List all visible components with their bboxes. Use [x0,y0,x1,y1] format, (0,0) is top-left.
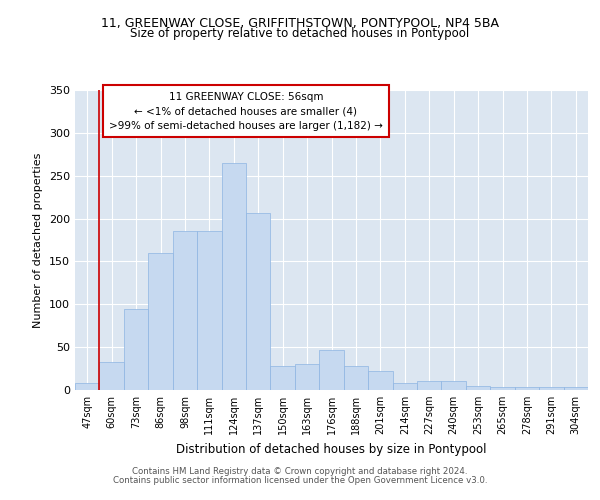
Bar [442,380,466,390]
Bar [246,212,271,390]
X-axis label: Distribution of detached houses by size in Pontypool: Distribution of detached houses by size … [176,442,487,456]
Bar [148,253,173,390]
Bar [392,383,417,390]
Bar [124,308,148,390]
Bar [100,362,124,390]
Text: 11, GREENWAY CLOSE, GRIFFITHSTOWN, PONTYPOOL, NP4 5BA: 11, GREENWAY CLOSE, GRIFFITHSTOWN, PONTY… [101,18,499,30]
Bar [75,383,100,390]
Bar [417,380,442,390]
Bar [490,386,515,390]
Bar [173,232,197,390]
Bar [221,163,246,390]
Y-axis label: Number of detached properties: Number of detached properties [34,152,43,328]
Text: Contains HM Land Registry data © Crown copyright and database right 2024.: Contains HM Land Registry data © Crown c… [132,467,468,476]
Bar [197,232,221,390]
Bar [563,386,588,390]
Bar [368,371,392,390]
Bar [344,366,368,390]
Bar [319,350,344,390]
Bar [271,366,295,390]
Bar [515,386,539,390]
Text: Contains public sector information licensed under the Open Government Licence v3: Contains public sector information licen… [113,476,487,485]
Bar [539,386,563,390]
Text: Size of property relative to detached houses in Pontypool: Size of property relative to detached ho… [130,28,470,40]
Text: 11 GREENWAY CLOSE: 56sqm
← <1% of detached houses are smaller (4)
>99% of semi-d: 11 GREENWAY CLOSE: 56sqm ← <1% of detach… [109,92,383,131]
Bar [466,386,490,390]
Bar [295,364,319,390]
